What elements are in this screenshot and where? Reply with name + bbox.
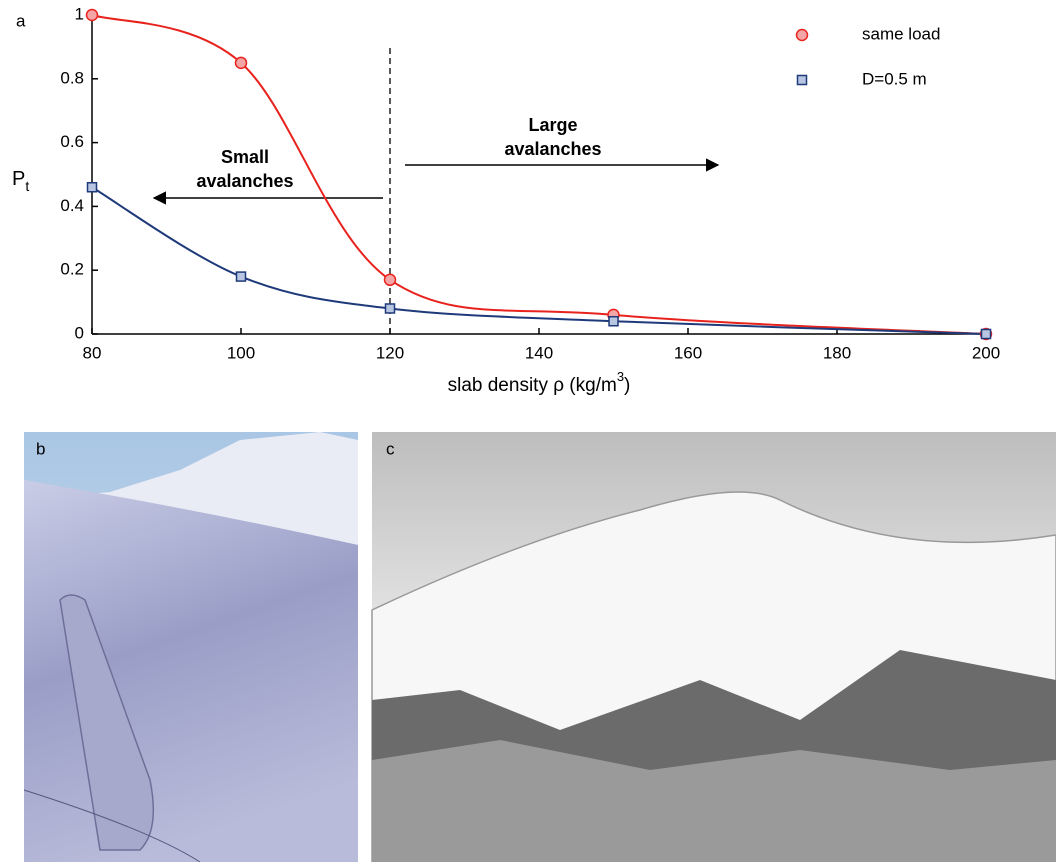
point (383, 273, 397, 287)
x-tick-label: 80 (83, 343, 102, 362)
y-tick-label: 0.6 (60, 132, 84, 151)
series-line (91, 14, 987, 335)
point (234, 56, 248, 70)
y-tick-label: 0.4 (60, 196, 84, 215)
photo-b (23, 432, 358, 863)
legend-label: same load (862, 24, 940, 43)
y-tick-label: 0.8 (60, 68, 84, 87)
x-tick-label: 100 (227, 343, 255, 362)
y-axis-label: Pt (12, 168, 29, 193)
x-axis-label: slab density ρ (kg/m3) (448, 369, 631, 396)
legend-marker (795, 28, 809, 42)
panel-label: a (16, 11, 26, 30)
legend-marker (796, 74, 808, 86)
y-tick-label: 1 (75, 4, 84, 23)
point (384, 303, 396, 314)
annotation: Large (528, 115, 577, 135)
annotation: avalanches (504, 139, 601, 159)
annotation: avalanches (196, 171, 293, 191)
x-axis-label-end: ) (624, 375, 630, 396)
series-line (91, 186, 987, 335)
point (85, 8, 99, 22)
y-axis-label-sub: t (25, 178, 29, 194)
panel-label: c (386, 439, 395, 458)
x-tick-label: 200 (972, 343, 1000, 362)
photo-c (371, 432, 1056, 863)
x-axis-label-main: slab density ρ (kg/m (448, 375, 617, 396)
panel-label: b (36, 439, 45, 458)
point (235, 271, 247, 282)
y-axis-label-main: P (12, 168, 25, 190)
point (86, 182, 98, 193)
y-tick-label: 0 (75, 323, 84, 342)
legend-label: D=0.5 m (862, 69, 927, 88)
x-tick-label: 120 (376, 343, 404, 362)
x-tick-label: 140 (525, 343, 553, 362)
y-tick-label: 0.2 (60, 260, 84, 279)
x-tick-label: 180 (823, 343, 851, 362)
x-tick-label: 160 (674, 343, 702, 362)
point (608, 315, 619, 327)
x-axis-label-sup: 3 (617, 369, 624, 384)
point (980, 328, 992, 340)
annotation: Small (221, 147, 269, 167)
